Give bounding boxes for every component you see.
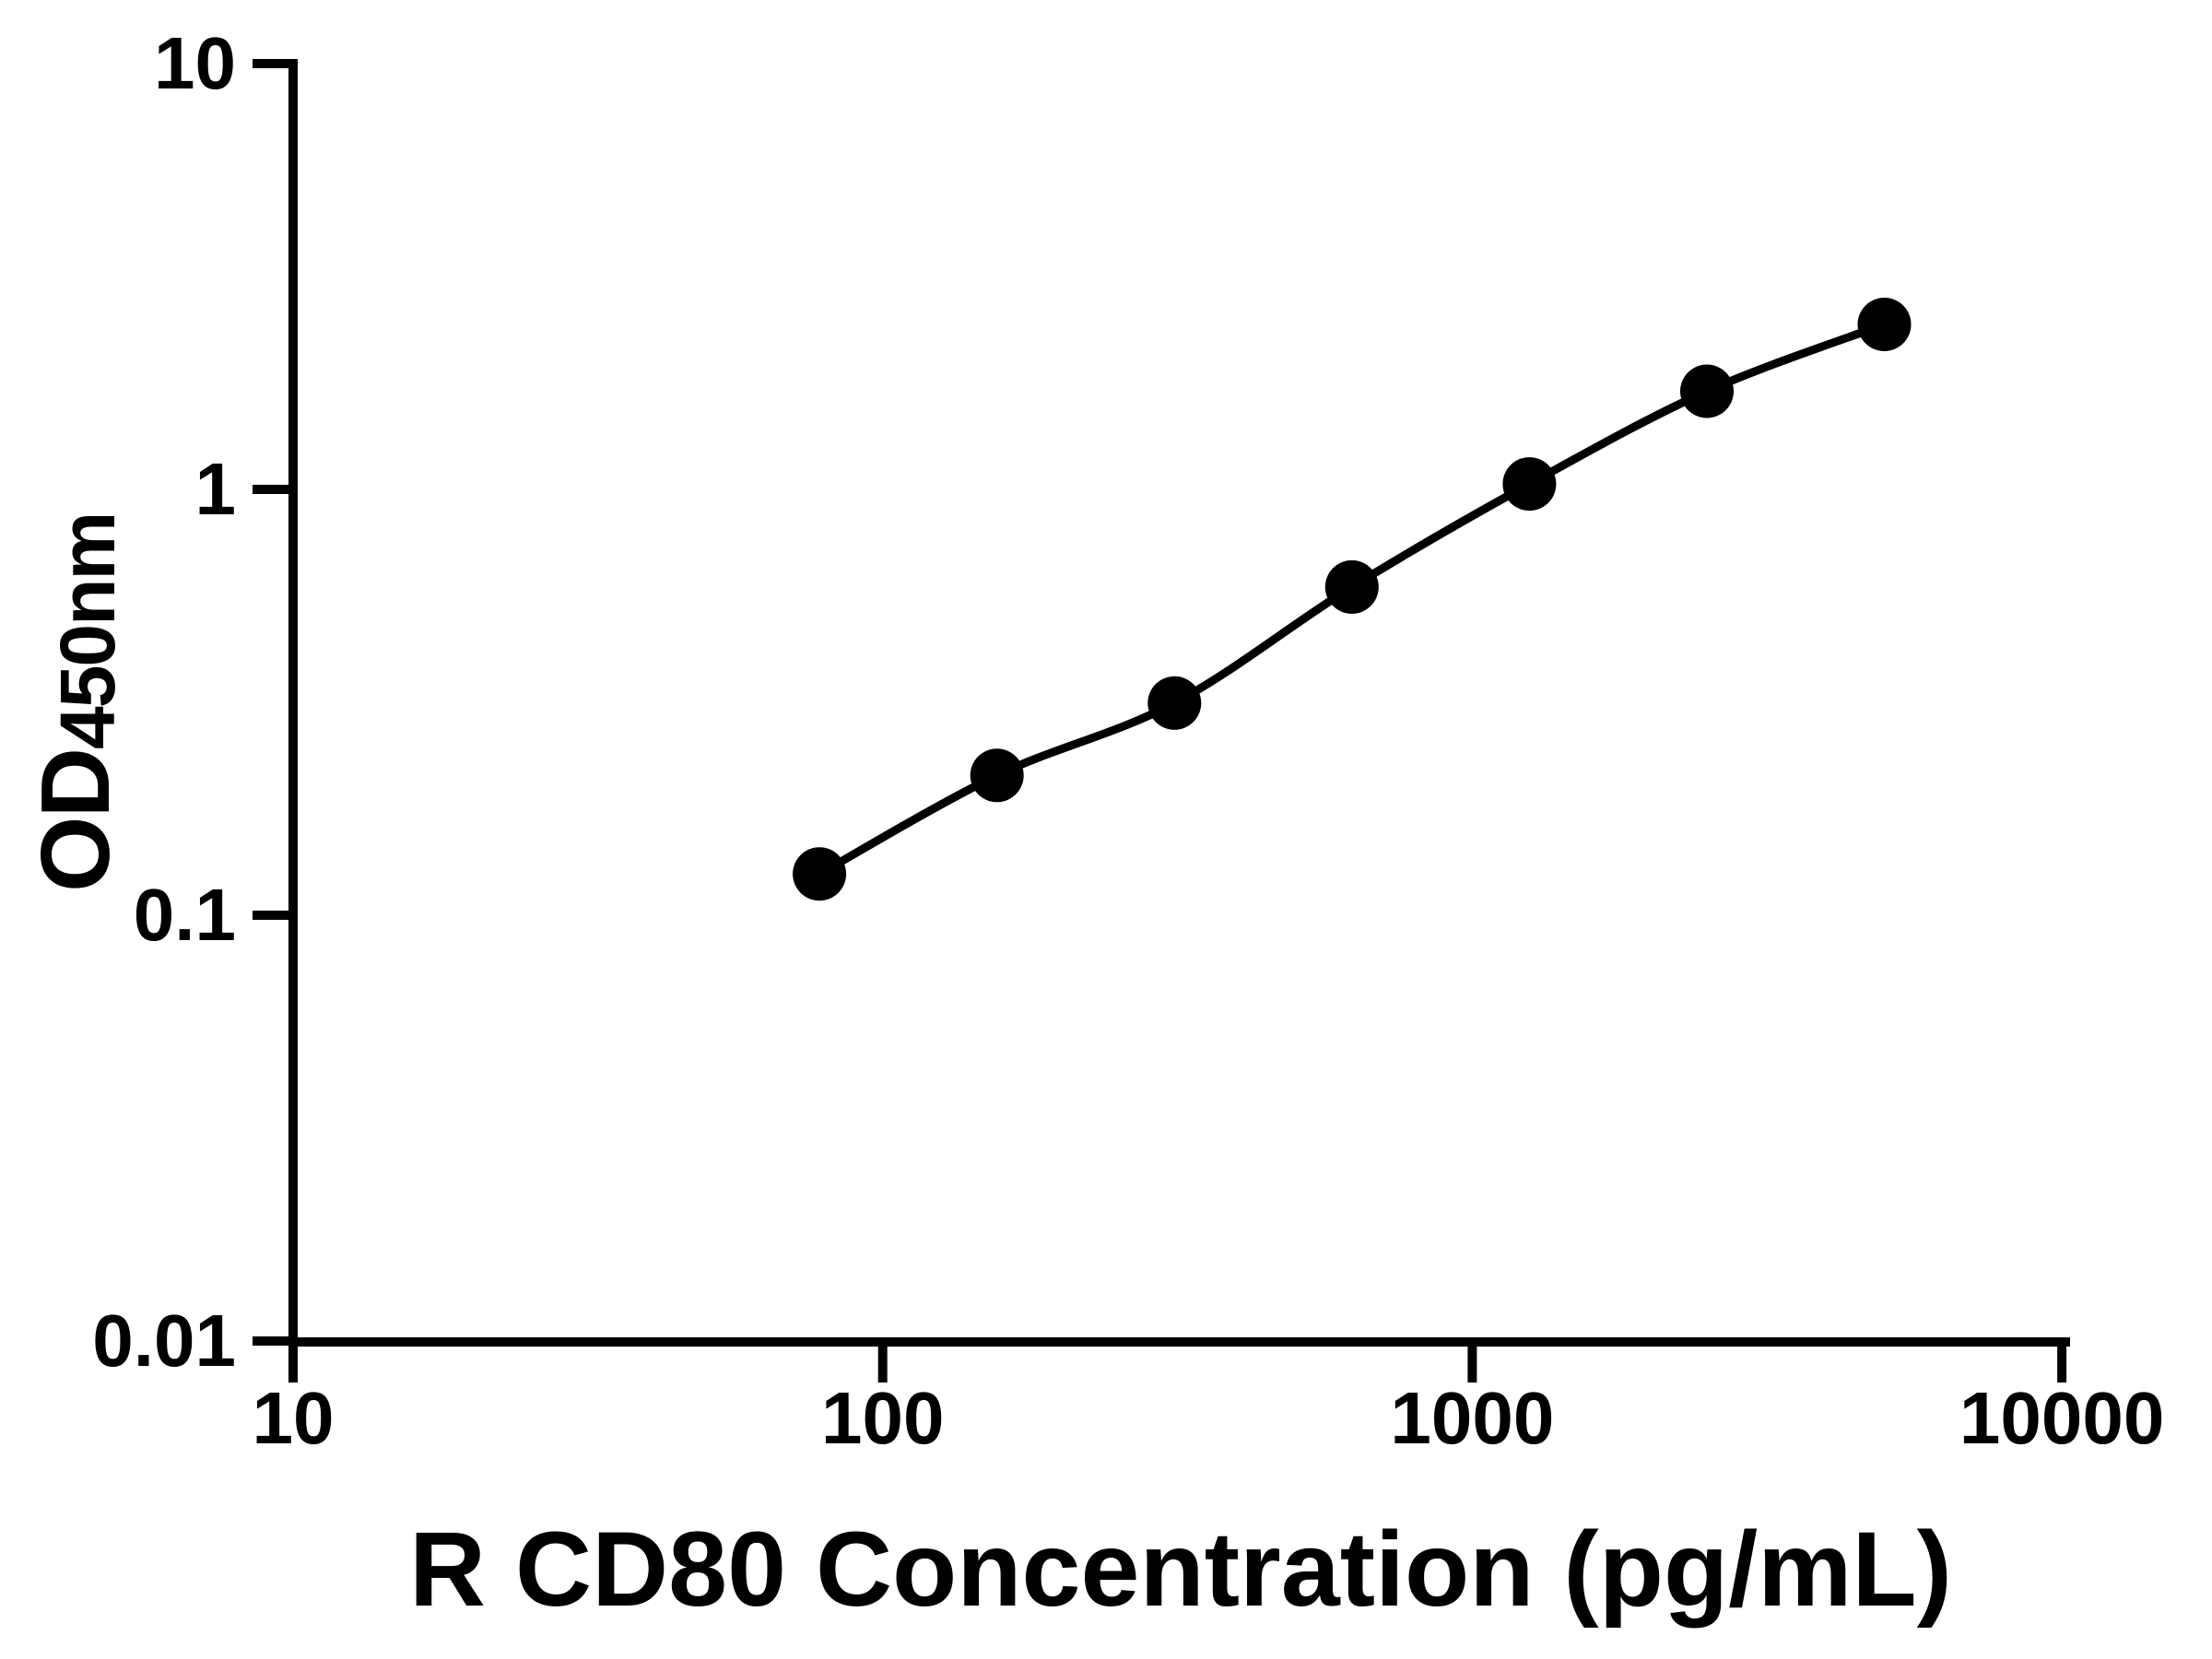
y-axis-title: OD450nm — [21, 513, 131, 892]
data-point — [1147, 676, 1202, 730]
y-tick-label: 0.01 — [92, 1300, 236, 1382]
x-tick-label: 10000 — [1959, 1377, 2164, 1459]
data-point — [1857, 298, 1912, 351]
y-axis-title-subscript: 450nm — [44, 513, 131, 749]
data-points — [793, 298, 1912, 901]
axes — [288, 59, 2070, 1347]
x-tick-label: 10 — [253, 1377, 335, 1459]
y-tick-label: 1 — [195, 448, 237, 530]
x-axis-title: R CD80 Concentration (pg/mL) — [409, 1511, 1952, 1629]
data-point — [793, 847, 847, 901]
data-point — [1502, 457, 1557, 512]
y-axis-title-main: OD — [21, 749, 130, 892]
data-point — [1324, 559, 1379, 614]
data-point — [970, 748, 1024, 803]
y-tick-label: 10 — [154, 22, 236, 104]
x-tick-label: 1000 — [1390, 1377, 1554, 1459]
y-tick-label: 0.1 — [134, 874, 236, 956]
axis-ticks — [253, 59, 2067, 1382]
x-tick-label: 100 — [821, 1377, 944, 1459]
axis-tick-labels: 10 100 1000 10000 10 1 0.1 0.01 — [92, 22, 2164, 1459]
data-point — [1680, 364, 1734, 418]
